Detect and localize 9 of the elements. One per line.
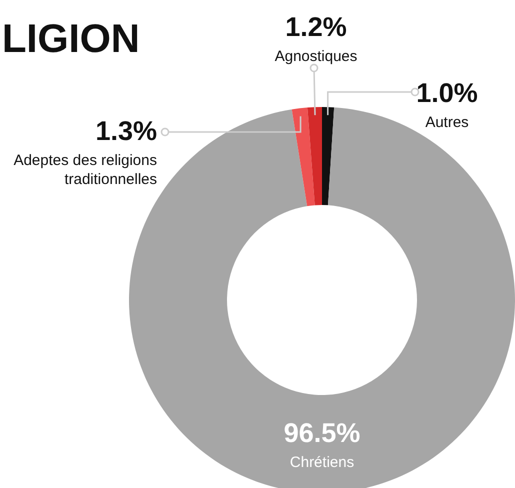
- data-label: 1.2%: [285, 12, 347, 42]
- data-label: 1.3%: [95, 116, 157, 146]
- chart-title: LIGION: [2, 17, 140, 61]
- data-label: 1.0%: [416, 78, 478, 108]
- slice-label: Agnostiques: [274, 48, 358, 65]
- data-label: 96.5%: [284, 418, 360, 448]
- slice-label: Chrétiens: [290, 454, 354, 471]
- slice-label: Adeptes des religions traditionnelles: [14, 152, 157, 188]
- slice-label: Autres: [425, 114, 469, 131]
